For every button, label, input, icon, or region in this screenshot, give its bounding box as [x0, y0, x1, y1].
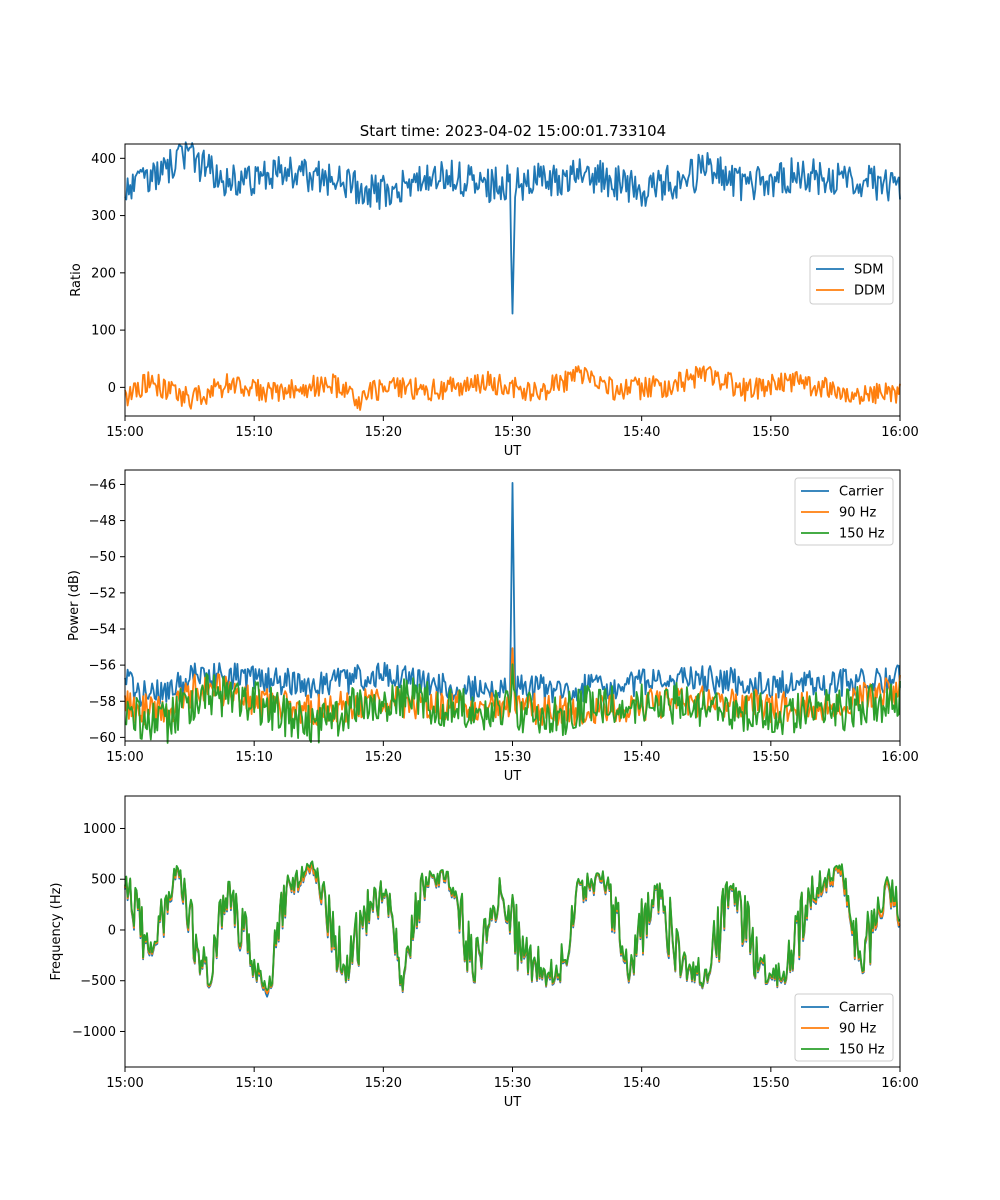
- x-axis-label: UT: [504, 769, 522, 784]
- y-tick-label: 100: [91, 324, 116, 339]
- series-line-150-hz: [124, 663, 901, 744]
- y-tick-label: −58: [89, 695, 116, 710]
- legend-label: SDM: [854, 263, 883, 278]
- x-tick-label: 15:40: [623, 425, 660, 440]
- x-tick-label: 15:50: [752, 1076, 789, 1091]
- legend-box: [794, 993, 894, 1062]
- series-line-ddm: [124, 365, 901, 411]
- x-tick-label: 15:20: [365, 1076, 402, 1091]
- y-tick-label: 500: [91, 873, 116, 888]
- legend-box: [809, 255, 894, 305]
- y-tick-label: −1000: [72, 1025, 116, 1040]
- y-tick-label: −60: [89, 731, 116, 746]
- x-tick-label: 15:00: [106, 1076, 143, 1091]
- series-line-150-hz: [124, 860, 901, 991]
- legend: Carrier 90 Hz 150 Hz: [794, 993, 894, 1062]
- y-axis-label: Ratio: [69, 263, 84, 296]
- y-tick-label: −500: [80, 974, 116, 989]
- x-tick-label: 15:10: [235, 750, 272, 765]
- x-tick-label: 16:00: [881, 1076, 918, 1091]
- x-tick-label: 15:20: [365, 750, 402, 765]
- x-tick-label: 16:00: [881, 425, 918, 440]
- series-line-carrier: [124, 481, 901, 707]
- y-tick-label: 0: [108, 381, 116, 396]
- y-tick-label: −48: [89, 514, 116, 529]
- x-tick-label: 15:10: [235, 1076, 272, 1091]
- x-axis-label: UT: [504, 444, 522, 459]
- x-tick-label: 15:00: [106, 425, 143, 440]
- figure-title: Start time: 2023-04-02 15:00:01.733104: [360, 122, 666, 140]
- x-tick-label: 15:50: [752, 425, 789, 440]
- legend-box: [794, 477, 894, 546]
- x-tick-label: 15:30: [494, 1076, 531, 1091]
- y-tick-label: 0: [108, 923, 116, 938]
- x-tick-label: 15:40: [623, 750, 660, 765]
- x-axis-label: UT: [504, 1095, 522, 1110]
- x-tick-label: 15:10: [235, 425, 272, 440]
- legend: Carrier 90 Hz 150 Hz: [794, 477, 894, 546]
- y-tick-label: 300: [91, 209, 116, 224]
- legend-label: DDM: [854, 284, 885, 299]
- y-tick-label: −46: [89, 478, 116, 493]
- legend-label: Carrier: [839, 1001, 884, 1016]
- x-tick-label: 15:30: [494, 425, 531, 440]
- legend-label: 90 Hz: [839, 506, 876, 521]
- panel-2: 15:00 15:10 15:20 15:30 15:40 15:50 16:00 −60 −5…: [67, 469, 919, 784]
- y-tick-label: −50: [89, 550, 116, 565]
- panel-1: 15:00 15:10 15:20 15:30 15:40 15:50 16:00 0 100 2…: [69, 141, 919, 459]
- y-tick-label: −56: [89, 659, 116, 674]
- y-tick-label: 400: [91, 152, 116, 167]
- x-tick-label: 15:50: [752, 750, 789, 765]
- y-axis-label: Frequency (Hz): [49, 882, 64, 980]
- y-tick-label: 1000: [83, 822, 116, 837]
- y-tick-label: 200: [91, 266, 116, 281]
- y-axis-label: Power (dB): [67, 570, 82, 641]
- x-tick-label: 15:00: [106, 750, 143, 765]
- legend-label: 90 Hz: [839, 1022, 876, 1037]
- legend-label: Carrier: [839, 485, 884, 500]
- series-line-sdm: [124, 141, 901, 315]
- legend-label: 150 Hz: [839, 527, 885, 542]
- legend: SDM DDM: [809, 255, 894, 305]
- x-tick-label: 15:20: [365, 425, 402, 440]
- legend-label: 150 Hz: [839, 1043, 885, 1058]
- panel-3: 15:00 15:10 15:20 15:30 15:40 15:50 16:00 −1000…: [49, 795, 919, 1110]
- x-tick-label: 15:30: [494, 750, 531, 765]
- y-tick-label: −52: [89, 586, 116, 601]
- x-tick-label: 16:00: [881, 750, 918, 765]
- y-tick-label: −54: [89, 622, 116, 637]
- x-tick-label: 15:40: [623, 1076, 660, 1091]
